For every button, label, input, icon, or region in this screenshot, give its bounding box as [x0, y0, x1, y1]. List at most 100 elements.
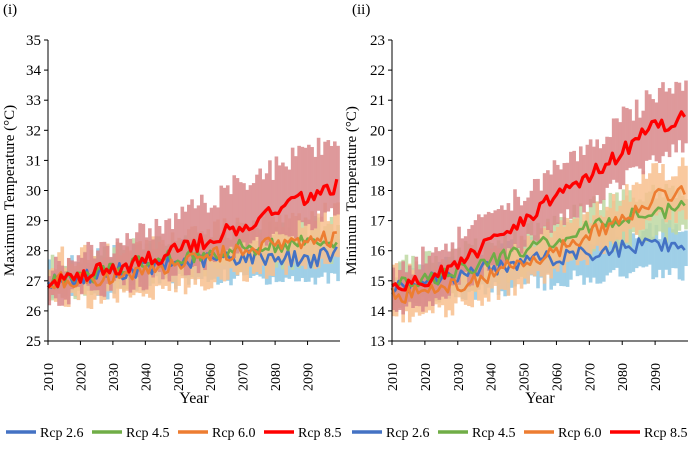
range-bar — [193, 208, 198, 267]
range-bar — [651, 99, 655, 156]
range-bar — [329, 145, 334, 209]
range-bar — [83, 252, 87, 284]
y-tick-label: 26 — [26, 304, 42, 320]
range-bar — [333, 141, 337, 216]
y-axis-title: Minimum Temperature (°C) — [344, 106, 360, 275]
range-bar — [611, 118, 616, 180]
y-tick-label: 31 — [26, 153, 41, 169]
series-line-rcp-6-0 — [47, 230, 337, 290]
range-bar — [209, 207, 214, 262]
y-tick-label: 20 — [370, 123, 385, 139]
range-bar — [434, 247, 438, 299]
range-bar — [532, 179, 537, 241]
x-tick-label: 2020 — [74, 363, 89, 391]
range-bar — [303, 147, 308, 226]
range-bar — [644, 228, 649, 267]
range-bar — [118, 242, 123, 279]
range-bar — [281, 162, 285, 235]
range-bar — [651, 236, 655, 280]
range-bar — [578, 146, 583, 207]
range-bar — [255, 174, 259, 237]
range-bar — [457, 226, 461, 285]
range-bar — [336, 239, 340, 282]
range-bar — [219, 185, 224, 255]
range-bar — [232, 175, 237, 259]
range-bar — [506, 248, 511, 296]
range-bar — [222, 187, 227, 256]
range-bar — [138, 223, 142, 287]
x-tick-label: 2030 — [107, 363, 122, 391]
range-bar — [503, 209, 507, 264]
range-bar — [310, 147, 314, 231]
range-bar — [209, 237, 214, 289]
range-bar — [628, 229, 632, 274]
range-bar — [148, 228, 152, 274]
range-bar — [401, 261, 405, 315]
range-bar — [513, 189, 517, 244]
range-bar — [671, 229, 675, 269]
range-bar — [460, 258, 465, 302]
range-bar — [242, 183, 246, 243]
range-bar — [598, 148, 603, 204]
range-bar — [615, 118, 619, 183]
range-bar — [644, 90, 649, 161]
range-bar — [671, 176, 675, 211]
range-bar — [601, 216, 606, 255]
range-bar — [500, 248, 504, 290]
x-tick-label: 2090 — [302, 363, 317, 391]
range-bar — [47, 276, 52, 306]
y-tick-label: 28 — [26, 244, 41, 260]
range-bar — [450, 263, 455, 316]
range-bar — [326, 251, 331, 284]
range-bar — [592, 215, 596, 249]
x-tick-label: 2030 — [452, 363, 467, 391]
y-tick-label: 27 — [26, 274, 42, 290]
range-bar — [268, 160, 272, 243]
range-bar — [199, 194, 204, 262]
range-bar — [526, 235, 530, 284]
range-bar — [641, 110, 646, 175]
y-tick-label: 33 — [26, 93, 41, 109]
range-bar — [506, 203, 511, 249]
range-bar — [86, 241, 91, 286]
range-bar — [190, 199, 194, 267]
range-bar — [562, 163, 567, 226]
range-bar — [641, 170, 646, 230]
range-bar — [638, 236, 642, 267]
range-bar — [601, 230, 606, 282]
range-bar — [654, 198, 659, 236]
range-bar — [654, 102, 659, 162]
range-bar — [680, 157, 685, 211]
range-bar — [417, 269, 422, 307]
range-bar — [648, 223, 652, 265]
range-bar — [229, 194, 233, 247]
range-bar — [229, 239, 233, 269]
series-line-rcp-2-6 — [391, 237, 686, 295]
x-tick-label: 2080 — [269, 363, 284, 391]
x-tick-label: 2070 — [583, 363, 598, 391]
panel-1: (i) 25 26 27 28 29 30 31 32 33 34 35 2010 2020 2030 204… — [2, 2, 342, 441]
range-bar — [251, 183, 256, 241]
range-bar — [677, 232, 682, 280]
y-tick-label: 14 — [370, 304, 386, 320]
y-tick-label: 35 — [26, 33, 41, 49]
range-bar — [277, 165, 282, 235]
panel-2: (ii) 13 14 15 16 17 18 19 20 21 22 23 2010 2020 2030 20… — [344, 2, 688, 441]
range-bar — [151, 239, 155, 278]
range-bar — [105, 245, 110, 284]
range-bar — [539, 190, 544, 235]
range-bar — [203, 202, 207, 270]
range-bar — [164, 220, 168, 273]
x-tick-label: 2040 — [485, 363, 500, 391]
range-bar — [664, 180, 669, 223]
range-bar — [680, 231, 685, 281]
range-bar — [287, 169, 292, 237]
range-bar — [638, 117, 642, 169]
range-bar — [300, 254, 305, 278]
range-bar — [661, 82, 665, 157]
range-bar — [333, 203, 337, 257]
legend-label: Rcp 6.0 — [212, 426, 256, 441]
range-bar — [300, 146, 305, 223]
range-bar — [641, 230, 646, 268]
legend-label: Rcp 2.6 — [40, 426, 84, 441]
